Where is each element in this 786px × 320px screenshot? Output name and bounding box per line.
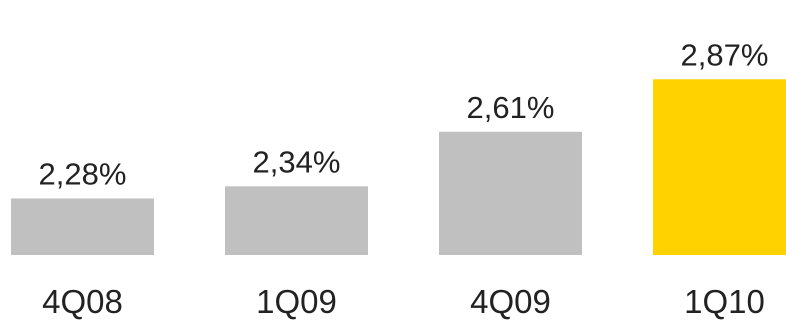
value-label-4q09: 2,61% <box>467 90 555 125</box>
value-label-4q08: 2,28% <box>39 156 127 191</box>
bars-group <box>11 79 786 255</box>
bar-1q10 <box>653 79 786 255</box>
value-label-1q10: 2,87% <box>681 37 769 72</box>
category-label-4q08: 4Q08 <box>42 283 123 320</box>
category-label-1q09: 1Q09 <box>256 283 337 320</box>
bar-4q09 <box>439 131 582 255</box>
category-label-1q10: 1Q10 <box>684 283 765 320</box>
category-label-4q09: 4Q09 <box>470 283 551 320</box>
value-labels-group: 2,28% 2,34% 2,61% 2,87% <box>39 37 769 191</box>
bar-4q08 <box>11 198 154 255</box>
category-labels-group: 4Q08 1Q09 4Q09 1Q10 <box>42 283 765 320</box>
value-label-1q09: 2,34% <box>253 144 341 179</box>
bar-1q09 <box>225 186 368 255</box>
